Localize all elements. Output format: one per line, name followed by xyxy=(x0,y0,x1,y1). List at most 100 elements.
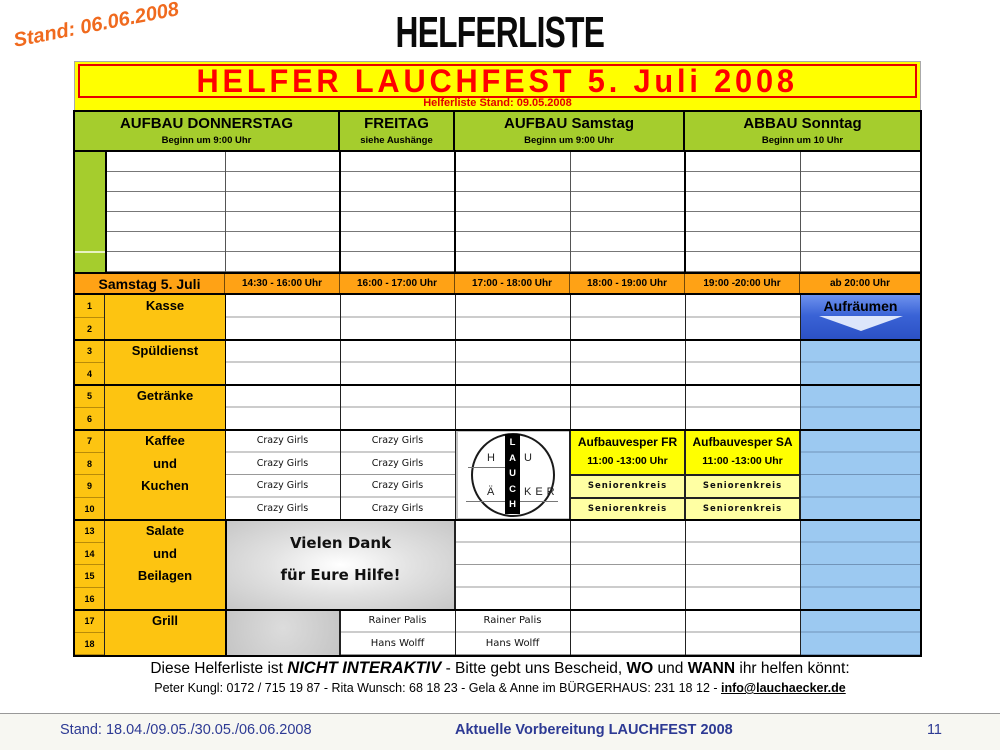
row-number: 2 xyxy=(75,318,104,340)
footer-stand-dates: Stand: 18.04./09.05./30.05./06.06.2008 xyxy=(60,722,312,738)
helper-cell: Rainer Palis xyxy=(368,615,427,626)
time-slot: 17:00 - 18:00 Uhr xyxy=(455,272,570,295)
footer-title: Aktuelle Vorbereitung LAUCHFEST 2008 xyxy=(455,722,733,738)
row-number: 17 xyxy=(75,610,104,633)
vesper-title: Aufbauvesper FR xyxy=(577,435,678,449)
vesper-title: Aufbauvesper SA xyxy=(692,435,793,449)
day-header-sub: Beginn um 9:00 Uhr xyxy=(524,135,614,146)
vesper-time: 11:00 -13:00 Uhr xyxy=(702,455,783,467)
day-header-samstag: AUFBAU Samstag Beginn um 9:00 Uhr xyxy=(455,112,685,152)
task-label: Salate xyxy=(145,523,185,538)
thank-you-line: für Eure Hilfe! xyxy=(280,566,401,584)
row-number: 9 xyxy=(75,475,104,498)
task-label: Kuchen xyxy=(141,478,189,493)
task-label-column: Kasse Spüldienst Getränke Kaffee und Kuc… xyxy=(105,295,225,655)
grid-line xyxy=(224,295,226,655)
row-number: 6 xyxy=(75,408,104,430)
day-header-sub: siehe Aushänge xyxy=(360,135,433,146)
day-header-label: AUFBAU DONNERSTAG xyxy=(119,115,294,132)
notice-wann: WANN xyxy=(687,660,736,677)
grid-line xyxy=(75,429,920,431)
day-header-label: FREITAG xyxy=(364,115,429,132)
task-label: Beilagen xyxy=(137,568,193,583)
helper-cell: Rainer Palis xyxy=(483,615,542,626)
saturday-slot-row: Samstag 5. Juli 14:30 - 16:00 Uhr 16:00 … xyxy=(75,272,920,295)
logo-letter: C xyxy=(509,483,516,495)
row-number: 10 xyxy=(75,498,104,520)
email-link[interactable]: info@lauchaecker.de xyxy=(721,681,846,695)
grid-line xyxy=(684,152,686,272)
day-header-label: ABBAU Sonntag xyxy=(743,115,862,132)
row-number: 15 xyxy=(75,565,104,588)
task-label: und xyxy=(153,545,177,561)
task-salate-beilagen: Salate und Beilagen xyxy=(105,520,225,610)
notice-text: - Bitte gebt uns Bescheid, xyxy=(441,660,627,677)
seniorenkreis-cell: Seniorenkreis xyxy=(570,475,685,498)
page-title-text: HELFERLISTE xyxy=(395,8,605,57)
row-number-column: 1 2 3 4 5 6 7 8 9 10 13 14 15 16 17 18 xyxy=(75,295,105,655)
aufbauvesper-fr-cell: Aufbauvesper FR 11:00 -13:00 Uhr xyxy=(570,430,685,475)
task-label: und xyxy=(153,455,177,471)
time-slot: 16:00 - 17:00 Uhr xyxy=(340,272,455,295)
day-header-row: AUFBAU DONNERSTAG Beginn um 9:00 Uhr FRE… xyxy=(75,112,920,152)
chevron-down-icon xyxy=(818,316,903,331)
row-number: 1 xyxy=(75,295,104,318)
task-label: Getränke xyxy=(136,388,194,403)
event-banner-box: HELFER LAUCHFEST 5. Juli 2008 xyxy=(78,62,917,99)
row-number: 14 xyxy=(75,543,104,565)
time-slot: ab 20:00 Uhr xyxy=(829,278,891,289)
green-side-strip xyxy=(75,152,105,272)
helper-cell: Crazy Girls xyxy=(371,502,424,514)
preparation-grid xyxy=(75,152,920,272)
row-number: 13 xyxy=(75,520,104,543)
grid-line xyxy=(75,251,105,253)
banner-status-text: Helferliste Stand: 09.05.2008 xyxy=(423,97,572,109)
logo-letter: U xyxy=(509,468,516,479)
task-label: Grill xyxy=(151,613,178,628)
task-getraenke: Getränke xyxy=(105,385,225,430)
lauchaecker-logo: L A U C H H U Ä KER xyxy=(458,432,569,518)
blocked-cell xyxy=(225,610,340,655)
helper-list-sheet: HELFER LAUCHFEST 5. Juli 2008 Helferlist… xyxy=(75,62,920,655)
seniorenkreis-cell: Seniorenkreis xyxy=(685,497,800,520)
logo-rule xyxy=(468,467,514,468)
helper-cell: Crazy Girls xyxy=(371,457,424,469)
grid-line xyxy=(75,339,920,341)
day-header-freitag: FREITAG siehe Aushänge xyxy=(340,112,455,152)
task-grill: Grill xyxy=(105,610,225,655)
event-headline: HELFER LAUCHFEST 5. Juli 2008 xyxy=(196,62,799,99)
notice-line-1: Diese Helferliste ist NICHT INTERAKTIV -… xyxy=(0,659,1000,678)
task-kasse: Kasse xyxy=(105,295,225,340)
row-number: 5 xyxy=(75,385,104,408)
time-slot: 14:30 - 16:00 Uhr xyxy=(225,272,340,295)
logo-letter: Ä xyxy=(487,486,499,498)
task-spueldienst: Spüldienst xyxy=(105,340,225,385)
helper-cell: Crazy Girls xyxy=(256,502,309,514)
grid-line xyxy=(75,384,920,386)
late-shift-column xyxy=(800,340,920,655)
grid-line xyxy=(75,609,920,611)
grid-line xyxy=(75,519,920,521)
seniorenkreis-cell: Seniorenkreis xyxy=(685,475,800,498)
thank-you-cell: Vielen Dank für Eure Hilfe! xyxy=(225,520,455,610)
logo-letter: L xyxy=(509,437,516,448)
grid-lines xyxy=(105,152,920,272)
helper-cell: Crazy Girls xyxy=(256,435,309,446)
lauchaecker-logo-cell: L A U C H H U Ä KER xyxy=(455,430,570,520)
helper-cell: Crazy Girls xyxy=(256,480,309,491)
day-header-sonntag: ABBAU Sonntag Beginn um 10 Uhr xyxy=(685,112,920,152)
day-header-sub: Beginn um 9:00 Uhr xyxy=(161,135,252,146)
slide-footer: Stand: 18.04./09.05./30.05./06.06.2008 A… xyxy=(0,713,1000,750)
notice-line-2: Peter Kungl: 0172 / 715 19 87 - Rita Wun… xyxy=(0,681,1000,695)
grid-line xyxy=(225,152,226,272)
logo-letter: A xyxy=(509,452,516,464)
contact-info: Peter Kungl: 0172 / 715 19 87 - Rita Wun… xyxy=(154,681,721,695)
notice-section: Diese Helferliste ist NICHT INTERAKTIV -… xyxy=(0,659,1000,695)
day-header-label: AUFBAU Samstag xyxy=(503,115,635,132)
helper-cell: Crazy Girls xyxy=(371,480,424,491)
logo-vertical-word: L A U C H xyxy=(505,434,520,514)
row-number: 3 xyxy=(75,340,104,363)
notice-emphasis: NICHT INTERAKTIV xyxy=(287,659,442,677)
logo-letter: H xyxy=(509,499,516,510)
row-number: 18 xyxy=(75,633,104,655)
